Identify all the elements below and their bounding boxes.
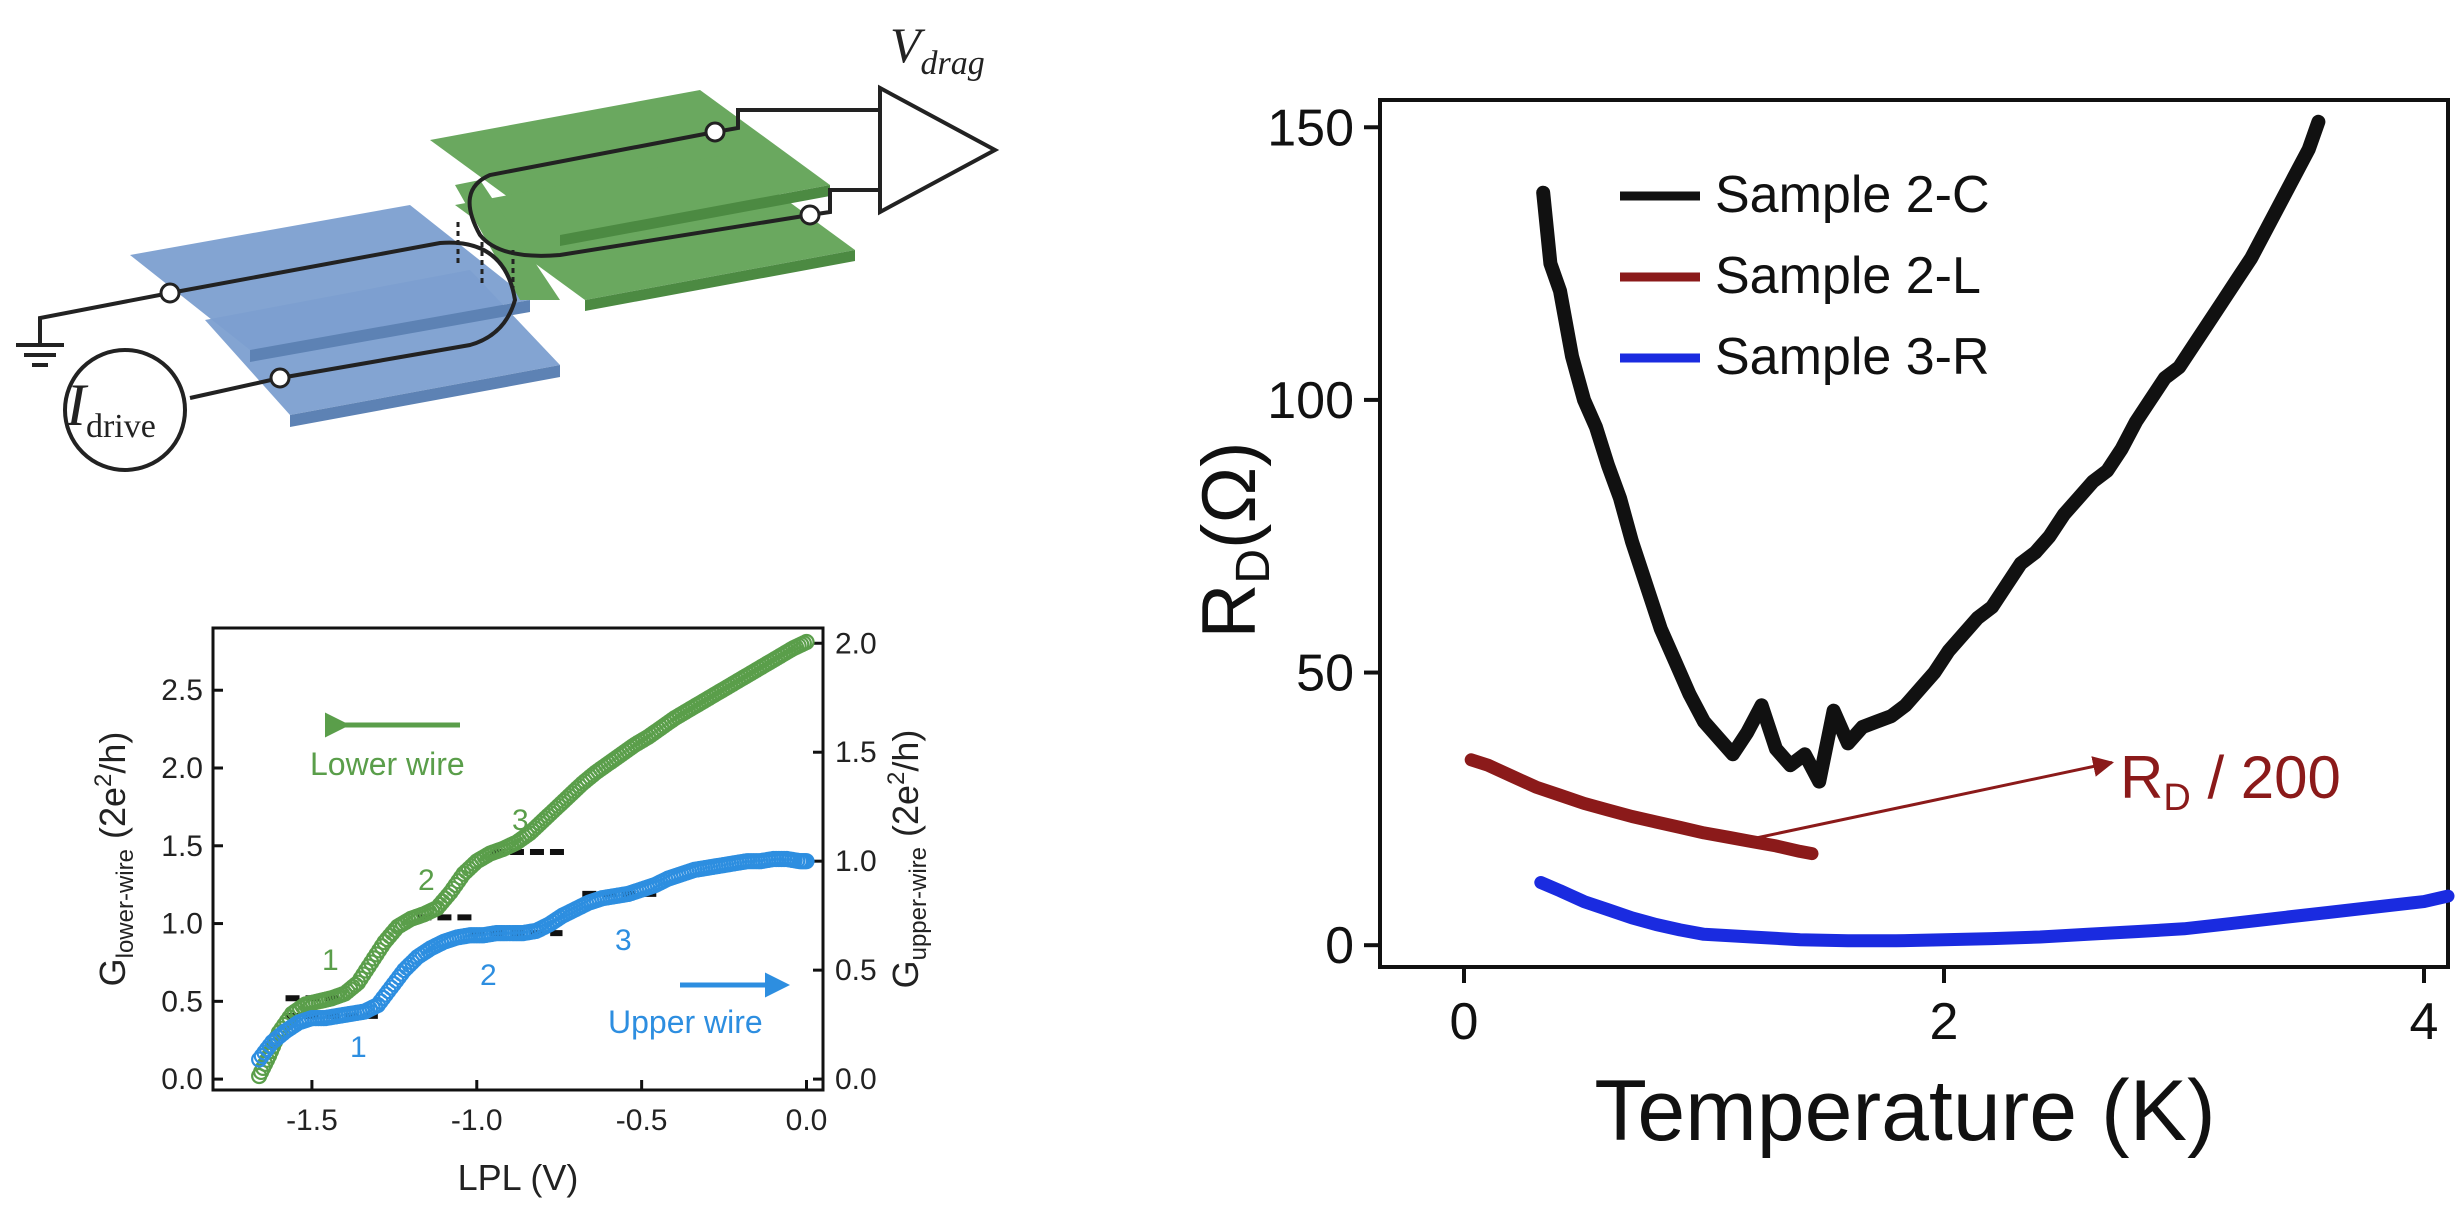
lower-gate-bottom — [205, 270, 560, 415]
drag-x-tick-label: 2 — [1930, 993, 1959, 1051]
drag-legend: Sample 2-C Sample 2-L Sample 3-R — [1620, 166, 1990, 386]
conductance-y-left-tick-label: 1.0 — [161, 908, 203, 941]
upper-plateau-number-3: 3 — [615, 924, 632, 957]
drag-y-label: RD(Ω) — [1187, 442, 1280, 639]
vdrag-label: Vdrag — [890, 17, 985, 82]
amplifier-icon — [878, 84, 1000, 216]
upper-wire-label: Upper wire — [608, 1004, 763, 1040]
lower-wire-trace — [169, 240, 518, 380]
drag-x-label: Temperature (K) — [1594, 1063, 2215, 1159]
conductance-y-left-tick-label: 1.5 — [161, 830, 203, 863]
conductance-y-right-tick-label: 2.0 — [835, 627, 877, 660]
contact-ground — [159, 282, 181, 304]
drag-y-tick-label: 100 — [1267, 372, 1354, 430]
upper-gate-pads — [430, 90, 855, 311]
ground-icon — [16, 343, 64, 367]
conductance-y-right-tick-label: 0.0 — [835, 1063, 877, 1096]
drag-plot-frame — [1378, 98, 2450, 969]
lower-wire-label: Lower wire — [310, 746, 465, 782]
drag-y-tick-label: 0 — [1325, 917, 1354, 975]
drag-y-tick-label: 50 — [1296, 645, 1354, 703]
conductance-plot-frame — [211, 626, 825, 1092]
legend-label-2c: Sample 2-C — [1715, 166, 1990, 224]
contact-drive — [269, 367, 291, 389]
contacts — [159, 121, 821, 389]
conductance-x-tick-label: 0.0 — [786, 1104, 828, 1137]
drag-x-ticks: 0 2 4 — [1450, 967, 2439, 1051]
drag-x-tick-label: 4 — [2410, 993, 2439, 1051]
drag-y-ticks: 0 50 100 150 — [1267, 99, 1380, 975]
conductance-y-left-tick-label: 2.0 — [161, 752, 203, 785]
conductance-series — [251, 633, 815, 1085]
conductance-y-right-label: Gupper-wire (2e2/h) — [883, 730, 932, 989]
lower-plateau-number-1: 1 — [322, 944, 339, 977]
vdrag-top-line — [714, 108, 880, 134]
conductance-y-right-tick-label: 0.5 — [835, 954, 877, 987]
device-schematic: Vdrag Idrive — [16, 17, 1000, 472]
conductance-chart: -1.5 -1.0 -0.5 0.0 0.00.51.01.52.02.5 0.00.… — [90, 626, 932, 1198]
drag-series — [1464, 114, 2455, 948]
drag-resistance-chart: 0 2 4 0 50 100 150 Temperature (K) RD(Ω) Samp… — [1187, 98, 2455, 1159]
conductance-x-tick-label: -1.0 — [451, 1104, 503, 1137]
conductance-x-tick-label: -0.5 — [616, 1104, 668, 1137]
upper-plateau-number-2: 2 — [480, 959, 497, 992]
conductance-x-label: LPL (V) — [458, 1157, 579, 1198]
legend-label-3r: Sample 3-R — [1715, 328, 1990, 386]
lower-plateau-number-3: 3 — [512, 804, 529, 837]
data-point — [798, 633, 815, 651]
conductance-y-right-tick-label: 1.0 — [835, 845, 877, 878]
series-sample-2-l — [1464, 753, 1819, 861]
conductance-y-left-label: Glower-wire (2e2/h) — [90, 732, 139, 987]
rd-scale-label: RD / 200 — [2120, 744, 2341, 819]
series-sample-3-r — [1534, 876, 2455, 948]
drive-line — [189, 376, 281, 400]
data-point — [798, 853, 815, 870]
series-sample-2-c — [1536, 114, 2326, 789]
wire-traces — [38, 108, 880, 400]
lower-gate-edge — [250, 300, 560, 427]
conductance-y-left-tick-label: 0.5 — [161, 985, 203, 1018]
dashed-coupling — [456, 222, 515, 295]
conductance-y-right-ticks: 0.0 0.5 1.0 1.5 2.0 — [813, 627, 877, 1096]
series-upper-wire — [251, 850, 815, 1068]
ground-line — [38, 291, 171, 345]
idrive-label: Idrive — [65, 372, 156, 445]
current-source-icon — [63, 348, 187, 472]
lower-plateau-number-2: 2 — [418, 864, 435, 897]
lower-gate-pads — [130, 205, 560, 427]
rd-scale-arrow — [1751, 756, 2115, 841]
contact-vdrag-top — [704, 121, 726, 143]
contact-vdrag-bottom — [799, 204, 821, 226]
conductance-x-tick-label: -1.5 — [286, 1104, 338, 1137]
drag-x-tick-label: 0 — [1450, 993, 1479, 1051]
drag-y-tick-label: 150 — [1267, 99, 1354, 157]
conductance-y-right-tick-label: 1.5 — [835, 736, 877, 769]
conductance-x-ticks: -1.5 -1.0 -0.5 0.0 — [286, 1080, 827, 1137]
conductance-y-left-tick-label: 2.5 — [161, 674, 203, 707]
upper-gate-edge — [560, 185, 855, 311]
upper-plateau-number-1: 1 — [350, 1031, 367, 1064]
upper-gate-link — [455, 180, 560, 300]
legend-label-2l: Sample 2-L — [1715, 247, 1981, 305]
upper-wire-trace — [467, 130, 811, 258]
conductance-y-left-ticks: 0.0 0.5 1.0 1.5 2.0 2.5 — [161, 674, 223, 1096]
conductance-y-left-tick-label: 0.0 — [161, 1063, 203, 1096]
